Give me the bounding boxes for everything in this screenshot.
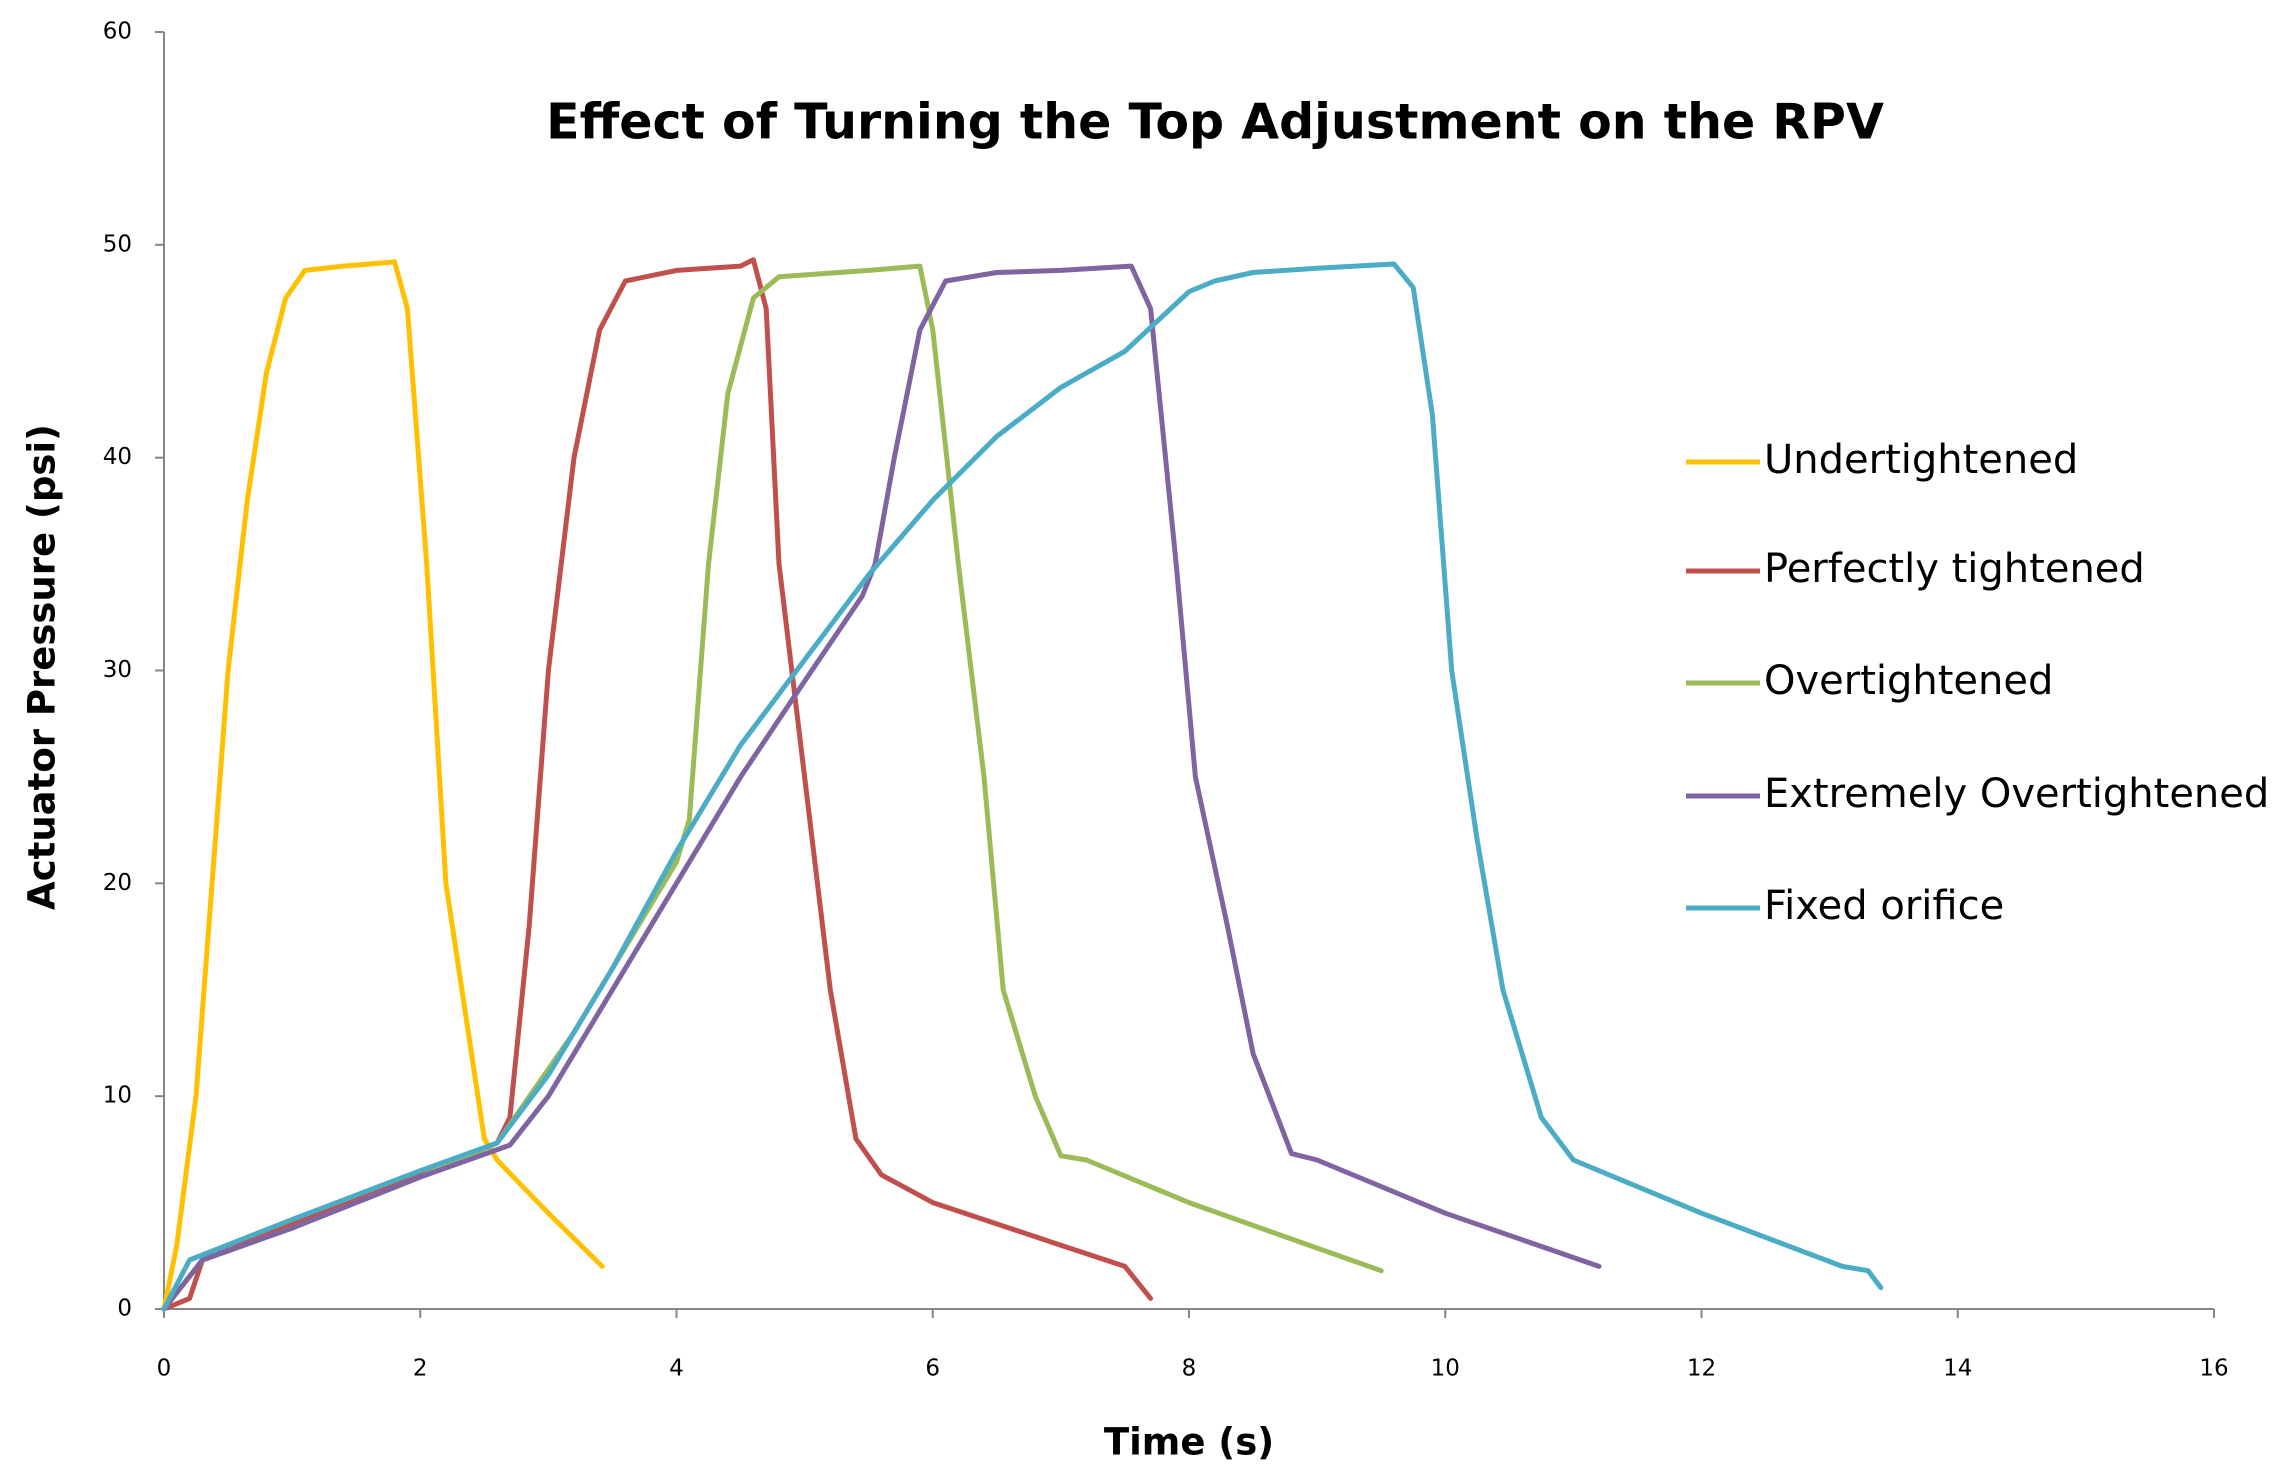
x-tick-label: 8 <box>1182 1356 1197 1382</box>
x-tick-label: 2 <box>413 1356 428 1382</box>
legend-label: Fixed orifice <box>1764 883 2004 929</box>
x-axis-title: Time (s) <box>1104 1421 1274 1464</box>
x-tick-label: 16 <box>2199 1356 2228 1382</box>
x-tick-label: 6 <box>925 1356 940 1382</box>
y-tick-label: 10 <box>103 1083 132 1109</box>
y-tick-label: 0 <box>117 1296 132 1322</box>
chart-title: Effect of Turning the Top Adjustment on … <box>546 94 1884 151</box>
y-tick-label: 20 <box>103 870 132 896</box>
line-series <box>161 263 1602 1312</box>
line-series <box>161 261 1884 1312</box>
y-tick-label: 30 <box>103 657 132 683</box>
y-tick-label: 40 <box>103 444 132 470</box>
legend-label: Undertightened <box>1764 437 2078 483</box>
y-tick-label: 60 <box>103 19 132 45</box>
line-series <box>161 259 605 1312</box>
x-tick-label: 14 <box>1943 1356 1972 1382</box>
x-tick-label: 12 <box>1687 1356 1716 1382</box>
legend-label: Perfectly tightened <box>1764 546 2145 592</box>
line-series <box>161 257 1154 1312</box>
x-tick-label: 10 <box>1431 1356 1460 1382</box>
y-tick-label: 50 <box>103 231 132 257</box>
legend-label: Extremely Overtightened <box>1764 771 2269 817</box>
legend-label: Overtightened <box>1764 658 2053 704</box>
y-axis-title: Actuator Pressure (psi) <box>21 424 64 910</box>
x-tick-label: 0 <box>157 1356 172 1382</box>
x-tick-label: 4 <box>669 1356 684 1382</box>
